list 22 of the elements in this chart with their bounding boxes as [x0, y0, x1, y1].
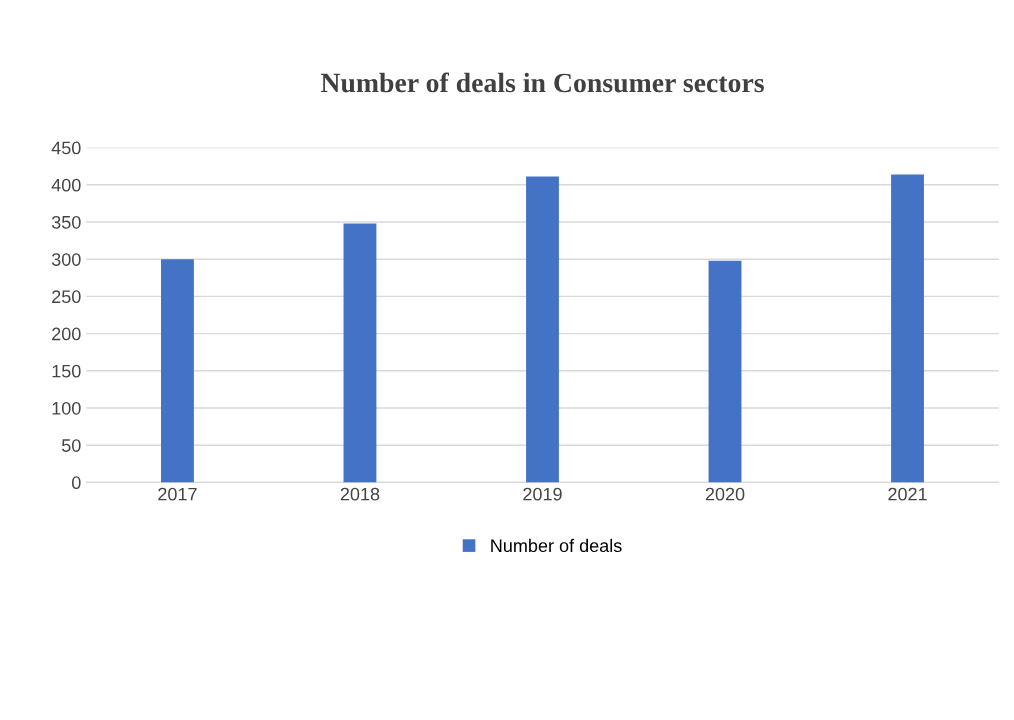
- y-tick-label: 150: [52, 364, 81, 378]
- x-tick-label: 2017: [158, 487, 197, 501]
- chart-title: Number of deals in Consumer sectors: [320, 72, 764, 93]
- bar: [526, 176, 559, 483]
- y-tick-label: 50: [61, 439, 81, 452]
- y-tick-label: 100: [52, 401, 81, 415]
- x-tick-label: 2021: [888, 487, 927, 501]
- x-tick-label: 2019: [523, 487, 562, 501]
- bar: [708, 260, 742, 483]
- y-tick-label: 250: [52, 290, 81, 304]
- bar: [891, 174, 924, 483]
- x-tick-label: 2020: [705, 487, 745, 501]
- y-tick-label: 350: [51, 215, 81, 229]
- y-tick-label: 400: [51, 178, 81, 192]
- bar: [161, 259, 194, 483]
- y-tick-label: 450: [51, 141, 81, 155]
- legend-label: Number of deals: [491, 538, 622, 553]
- y-tick-label: 0: [71, 476, 81, 490]
- y-tick-label: 200: [52, 327, 81, 341]
- bar: [343, 223, 377, 483]
- x-tick-label: 2018: [340, 487, 380, 501]
- y-tick-label: 300: [51, 253, 81, 266]
